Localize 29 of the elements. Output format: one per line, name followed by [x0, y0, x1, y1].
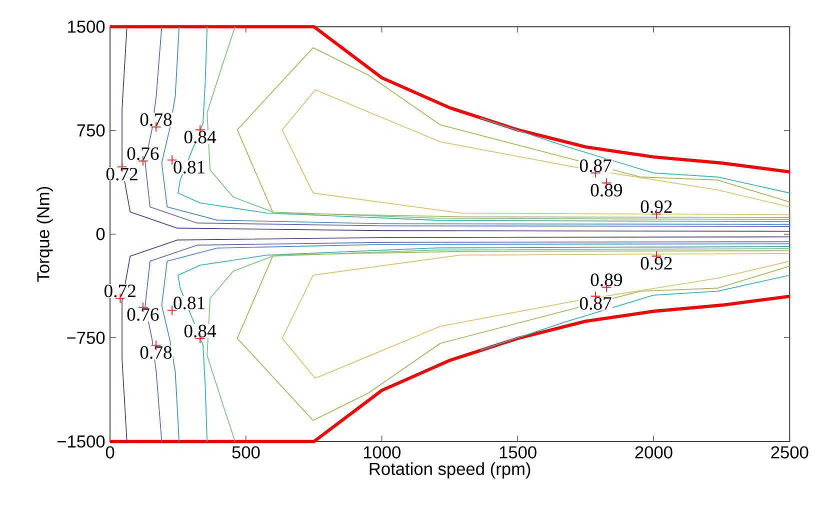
y-tick-label: −1500: [57, 435, 105, 448]
annotation: 0.84: [184, 130, 216, 144]
annotation: 0.81: [174, 160, 205, 174]
y-axis-title: Torque (Nm): [36, 186, 53, 282]
annotation: 0.87: [580, 296, 612, 310]
annotation: 0.89: [590, 273, 622, 286]
annotation: 0.92: [640, 200, 672, 214]
annotation: 0.87: [580, 159, 612, 172]
x-tick-label: 0: [106, 446, 114, 458]
annotation: 0.76: [127, 147, 159, 160]
annotation: 0.89: [590, 184, 622, 196]
y-tick-label: 0: [96, 228, 105, 240]
x-tick-label: 500: [232, 446, 260, 458]
x-axis-title: Rotation speed (rpm): [370, 462, 530, 478]
annotation: 0.92: [640, 256, 672, 270]
y-tick-label: −750: [67, 332, 105, 344]
annotation: 0.78: [140, 346, 172, 359]
x-tick-label: 2000: [635, 446, 672, 458]
annotation: 0.76: [127, 308, 159, 321]
annotation: 0.81: [174, 296, 205, 310]
y-tick-label: 1500: [68, 20, 105, 33]
annotation: 0.84: [184, 324, 216, 338]
y-tick-label: 750: [77, 124, 105, 136]
annotation: 0.72: [106, 168, 138, 180]
x-tick-label: 2500: [771, 446, 808, 458]
annotation: 0.78: [140, 113, 172, 126]
annotation: 0.72: [104, 284, 136, 298]
x-tick-label: 1000: [364, 446, 400, 458]
x-tick-label: 1500: [500, 446, 536, 458]
